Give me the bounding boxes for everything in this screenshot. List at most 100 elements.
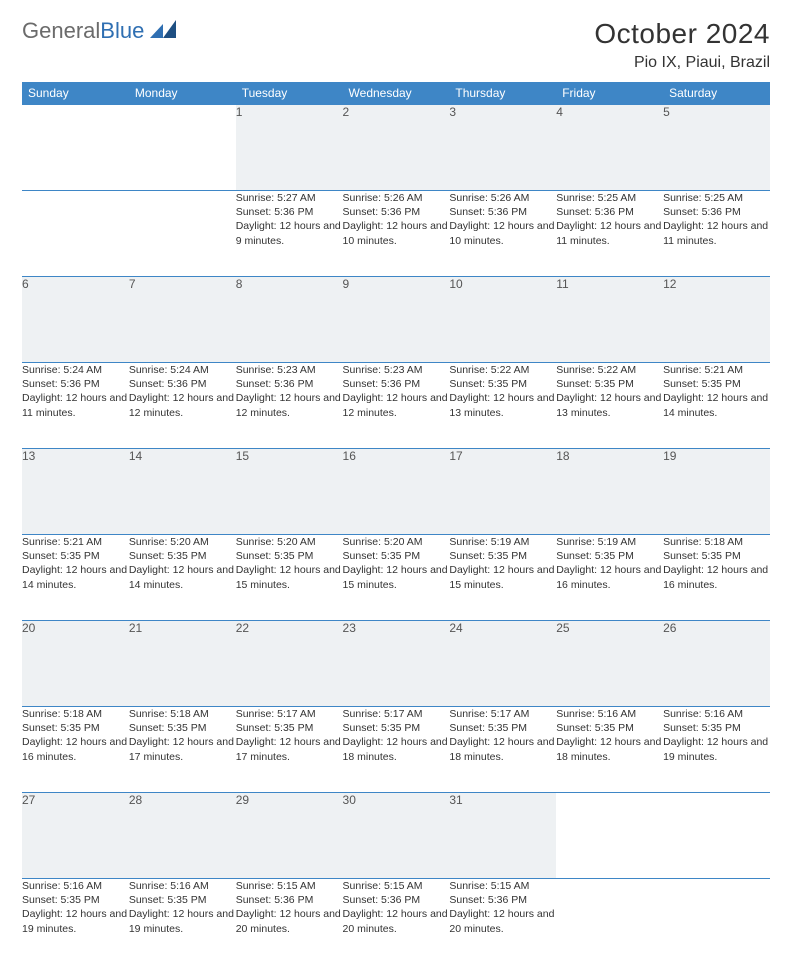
daylight-line: Daylight: 12 hours and 11 minutes. <box>556 219 663 247</box>
sunrise-line: Sunrise: 5:19 AM <box>556 535 663 549</box>
sunrise-line: Sunrise: 5:21 AM <box>663 363 770 377</box>
day-number-cell: 31 <box>449 793 556 879</box>
day-detail-cell: Sunrise: 5:16 AMSunset: 5:35 PMDaylight:… <box>129 879 236 965</box>
daylight-line: Daylight: 12 hours and 11 minutes. <box>22 391 129 419</box>
day-detail-cell: Sunrise: 5:17 AMSunset: 5:35 PMDaylight:… <box>449 707 556 793</box>
day-number-cell: 19 <box>663 449 770 535</box>
day-number-cell: 7 <box>129 277 236 363</box>
sunrise-line: Sunrise: 5:17 AM <box>343 707 450 721</box>
daylight-line: Daylight: 12 hours and 12 minutes. <box>129 391 236 419</box>
sunset-line: Sunset: 5:35 PM <box>449 377 556 391</box>
sunrise-line: Sunrise: 5:26 AM <box>343 191 450 205</box>
sunrise-line: Sunrise: 5:18 AM <box>129 707 236 721</box>
daylight-line: Daylight: 12 hours and 12 minutes. <box>236 391 343 419</box>
day-detail-cell: Sunrise: 5:19 AMSunset: 5:35 PMDaylight:… <box>556 535 663 621</box>
detail-row: Sunrise: 5:16 AMSunset: 5:35 PMDaylight:… <box>22 879 770 965</box>
day-number-cell: 13 <box>22 449 129 535</box>
daynum-row: 13141516171819 <box>22 449 770 535</box>
location: Pio IX, Piaui, Brazil <box>594 54 770 72</box>
day-detail-cell: Sunrise: 5:15 AMSunset: 5:36 PMDaylight:… <box>343 879 450 965</box>
title-block: October 2024 Pio IX, Piaui, Brazil <box>594 18 770 72</box>
day-detail-cell: Sunrise: 5:22 AMSunset: 5:35 PMDaylight:… <box>556 363 663 449</box>
sunset-line: Sunset: 5:35 PM <box>236 549 343 563</box>
day-detail-cell: Sunrise: 5:22 AMSunset: 5:35 PMDaylight:… <box>449 363 556 449</box>
logo-text-blue: Blue <box>100 18 144 43</box>
day-number-cell <box>556 793 663 879</box>
day-detail-cell: Sunrise: 5:26 AMSunset: 5:36 PMDaylight:… <box>449 191 556 277</box>
day-number-cell: 30 <box>343 793 450 879</box>
day-detail-cell: Sunrise: 5:19 AMSunset: 5:35 PMDaylight:… <box>449 535 556 621</box>
weekday-header: Friday <box>556 82 663 105</box>
sunrise-line: Sunrise: 5:16 AM <box>22 879 129 893</box>
day-detail-cell: Sunrise: 5:27 AMSunset: 5:36 PMDaylight:… <box>236 191 343 277</box>
day-detail-cell: Sunrise: 5:21 AMSunset: 5:35 PMDaylight:… <box>663 363 770 449</box>
day-detail-cell: Sunrise: 5:16 AMSunset: 5:35 PMDaylight:… <box>663 707 770 793</box>
day-detail-cell: Sunrise: 5:26 AMSunset: 5:36 PMDaylight:… <box>343 191 450 277</box>
day-number-cell: 12 <box>663 277 770 363</box>
day-detail-cell: Sunrise: 5:20 AMSunset: 5:35 PMDaylight:… <box>343 535 450 621</box>
sunrise-line: Sunrise: 5:26 AM <box>449 191 556 205</box>
sunrise-line: Sunrise: 5:17 AM <box>236 707 343 721</box>
daylight-line: Daylight: 12 hours and 20 minutes. <box>449 907 556 935</box>
sunrise-line: Sunrise: 5:22 AM <box>449 363 556 377</box>
sunset-line: Sunset: 5:35 PM <box>129 721 236 735</box>
daynum-row: 2728293031 <box>22 793 770 879</box>
daylight-line: Daylight: 12 hours and 9 minutes. <box>236 219 343 247</box>
daylight-line: Daylight: 12 hours and 13 minutes. <box>556 391 663 419</box>
day-number-cell: 22 <box>236 621 343 707</box>
sunrise-line: Sunrise: 5:25 AM <box>663 191 770 205</box>
daylight-line: Daylight: 12 hours and 15 minutes. <box>236 563 343 591</box>
day-detail-cell: Sunrise: 5:20 AMSunset: 5:35 PMDaylight:… <box>236 535 343 621</box>
sunrise-line: Sunrise: 5:22 AM <box>556 363 663 377</box>
daylight-line: Daylight: 12 hours and 20 minutes. <box>236 907 343 935</box>
logo-text: GeneralBlue <box>22 18 144 44</box>
day-number-cell: 15 <box>236 449 343 535</box>
sunset-line: Sunset: 5:36 PM <box>449 893 556 907</box>
day-number-cell: 17 <box>449 449 556 535</box>
day-detail-cell: Sunrise: 5:23 AMSunset: 5:36 PMDaylight:… <box>236 363 343 449</box>
daylight-line: Daylight: 12 hours and 10 minutes. <box>449 219 556 247</box>
sunrise-line: Sunrise: 5:20 AM <box>129 535 236 549</box>
day-detail-cell: Sunrise: 5:24 AMSunset: 5:36 PMDaylight:… <box>22 363 129 449</box>
day-detail-cell: Sunrise: 5:24 AMSunset: 5:36 PMDaylight:… <box>129 363 236 449</box>
weekday-header: Tuesday <box>236 82 343 105</box>
sunrise-line: Sunrise: 5:19 AM <box>449 535 556 549</box>
day-number-cell: 11 <box>556 277 663 363</box>
daylight-line: Daylight: 12 hours and 14 minutes. <box>663 391 770 419</box>
day-number-cell: 5 <box>663 105 770 191</box>
day-number-cell: 26 <box>663 621 770 707</box>
day-detail-cell <box>663 879 770 965</box>
sunrise-line: Sunrise: 5:15 AM <box>449 879 556 893</box>
day-number-cell <box>129 105 236 191</box>
daylight-line: Daylight: 12 hours and 19 minutes. <box>129 907 236 935</box>
sunset-line: Sunset: 5:36 PM <box>236 377 343 391</box>
sunrise-line: Sunrise: 5:25 AM <box>556 191 663 205</box>
day-detail-cell: Sunrise: 5:17 AMSunset: 5:35 PMDaylight:… <box>236 707 343 793</box>
day-detail-cell: Sunrise: 5:25 AMSunset: 5:36 PMDaylight:… <box>556 191 663 277</box>
sunrise-line: Sunrise: 5:23 AM <box>236 363 343 377</box>
sunset-line: Sunset: 5:35 PM <box>343 721 450 735</box>
daylight-line: Daylight: 12 hours and 12 minutes. <box>343 391 450 419</box>
daylight-line: Daylight: 12 hours and 19 minutes. <box>663 735 770 763</box>
day-detail-cell: Sunrise: 5:18 AMSunset: 5:35 PMDaylight:… <box>22 707 129 793</box>
daylight-line: Daylight: 12 hours and 16 minutes. <box>22 735 129 763</box>
sunset-line: Sunset: 5:35 PM <box>449 721 556 735</box>
day-detail-cell: Sunrise: 5:16 AMSunset: 5:35 PMDaylight:… <box>22 879 129 965</box>
day-number-cell: 14 <box>129 449 236 535</box>
sunrise-line: Sunrise: 5:17 AM <box>449 707 556 721</box>
day-detail-cell: Sunrise: 5:21 AMSunset: 5:35 PMDaylight:… <box>22 535 129 621</box>
day-number-cell: 3 <box>449 105 556 191</box>
day-detail-cell: Sunrise: 5:18 AMSunset: 5:35 PMDaylight:… <box>129 707 236 793</box>
daynum-row: 6789101112 <box>22 277 770 363</box>
daylight-line: Daylight: 12 hours and 16 minutes. <box>556 563 663 591</box>
day-detail-cell: Sunrise: 5:23 AMSunset: 5:36 PMDaylight:… <box>343 363 450 449</box>
day-number-cell: 16 <box>343 449 450 535</box>
day-number-cell: 10 <box>449 277 556 363</box>
day-number-cell: 24 <box>449 621 556 707</box>
sunset-line: Sunset: 5:35 PM <box>129 549 236 563</box>
day-detail-cell: Sunrise: 5:18 AMSunset: 5:35 PMDaylight:… <box>663 535 770 621</box>
daynum-row: 20212223242526 <box>22 621 770 707</box>
day-number-cell: 28 <box>129 793 236 879</box>
weekday-header: Wednesday <box>343 82 450 105</box>
day-number-cell: 25 <box>556 621 663 707</box>
